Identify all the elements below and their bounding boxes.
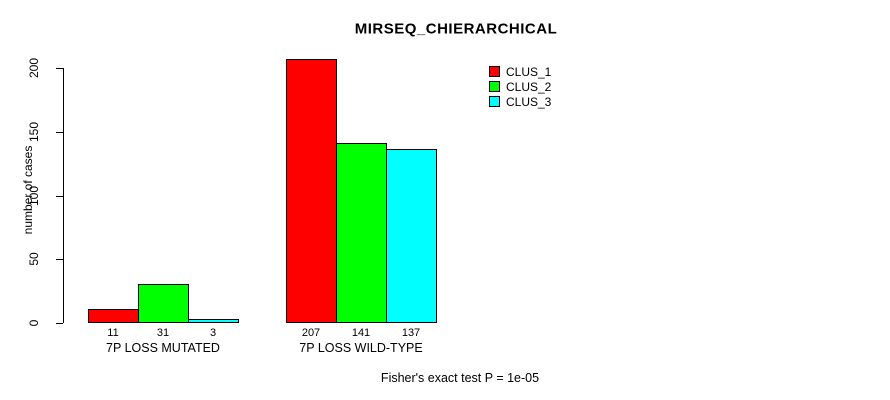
legend-swatch-icon (489, 96, 500, 107)
annotation-text: Fisher's exact test P = 1e-05 (380, 371, 540, 385)
legend-label: CLUS_1 (506, 64, 552, 79)
bar-value-label: 141 (351, 327, 371, 339)
y-tick-label: 150 (27, 121, 41, 142)
y-tick-label: 0 (27, 319, 41, 327)
bar-value-label: 137 (401, 327, 421, 339)
legend-item-clus_2: CLUS_2 (489, 79, 551, 94)
y-tick-mark (56, 68, 63, 70)
bar-clus_3-2 (386, 149, 437, 323)
bar-clus_3-1 (188, 319, 239, 323)
legend-label: CLUS_2 (506, 79, 552, 94)
y-tick-label: 100 (27, 185, 41, 206)
y-tick-label: 200 (27, 58, 41, 79)
legend-item-clus_3: CLUS_3 (489, 94, 551, 109)
legend-item-clus_1: CLUS_1 (489, 64, 551, 79)
y-axis-line (63, 68, 64, 323)
legend-swatch-icon (489, 81, 500, 92)
y-tick-mark (56, 259, 63, 261)
bar-value-label: 31 (156, 327, 170, 339)
bar-clus_2-2 (336, 143, 387, 323)
x-category-label: 7P LOSS MUTATED (106, 341, 220, 355)
bar-value-label: 11 (107, 327, 119, 339)
y-tick-mark (56, 323, 63, 324)
y-tick-mark (56, 131, 63, 133)
legend-swatch-icon (489, 66, 500, 77)
y-tick-mark (56, 195, 63, 197)
bar-clus_1-2 (286, 59, 337, 323)
bar-value-label: 207 (301, 327, 321, 339)
legend-label: CLUS_3 (506, 94, 552, 109)
bar-value-label: 3 (209, 327, 217, 339)
bar-clus_1-1 (88, 309, 139, 323)
x-category-label: 7P LOSS WILD-TYPE (299, 341, 423, 355)
bar-clus_2-1 (138, 284, 189, 323)
y-tick-label: 50 (27, 252, 41, 266)
chart-title: MIRSEQ_CHIERARCHICAL (354, 20, 558, 38)
